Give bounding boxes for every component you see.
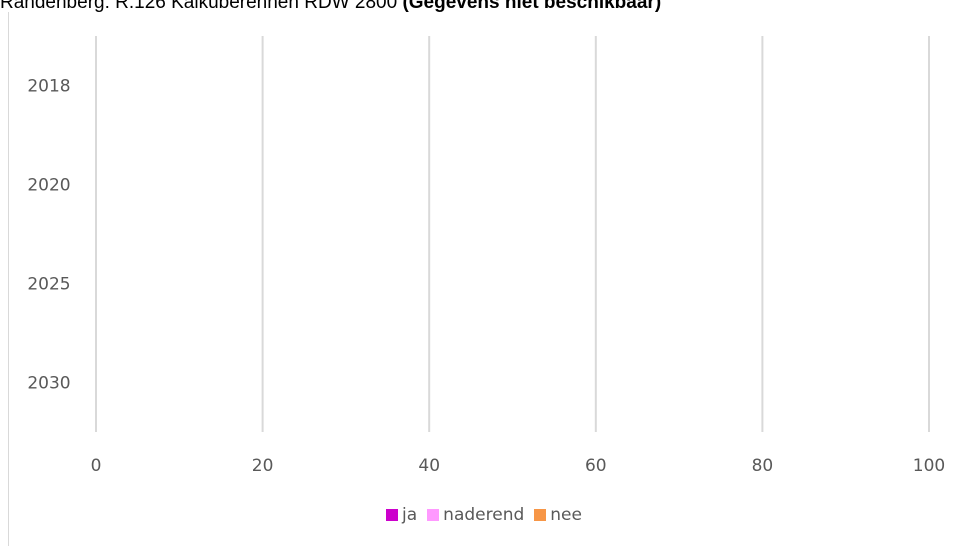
legend-label: ja [402,505,418,525]
x-tick-label: 20 [252,456,274,476]
x-tick-label: 0 [91,456,102,476]
x-tick-label: 40 [418,456,440,476]
legend-item-nee: nee [534,505,582,525]
legend-label: naderend [443,505,525,525]
chart-legend: ja naderend nee [0,505,968,525]
legend-item-naderend: naderend [427,505,524,525]
legend-swatch [534,509,547,521]
legend-item-ja: ja [386,505,417,525]
legend-swatch [427,509,440,521]
chart-frame-border [8,12,9,546]
y-category-label: 2025 [27,275,70,295]
x-tick-label: 100 [913,456,945,476]
legend-swatch [386,509,399,521]
chart-title-bold: (Gegevens niet beschikbaar) [402,0,662,13]
y-category-label: 2030 [27,374,70,394]
chart-title-plain: Randenberg: R.126 Kalkuberennen RDW 2800 [0,0,403,13]
legend-label: nee [550,505,582,525]
y-category-label: 2020 [27,176,70,196]
x-tick-label: 60 [585,456,607,476]
chart-title: Randenberg: R.126 Kalkuberennen RDW 2800… [0,0,968,15]
y-category-label: 2018 [27,77,70,97]
x-tick-label: 80 [752,456,774,476]
